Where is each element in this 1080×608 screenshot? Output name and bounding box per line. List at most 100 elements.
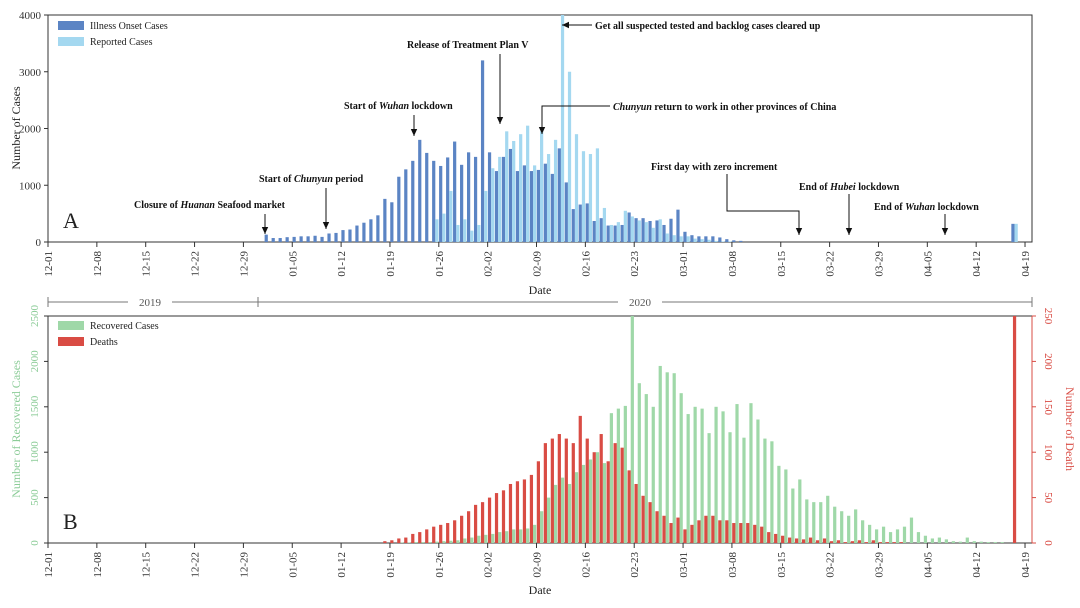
y-tick-label-a: 0 [36, 237, 42, 249]
onset-bar [467, 152, 471, 242]
death-bar [550, 438, 554, 543]
recovered-bar [435, 541, 439, 543]
extra-bar [1012, 316, 1017, 543]
annotation-text-segment: Release of Treatment Plan V [407, 40, 529, 51]
death-bar [878, 542, 882, 543]
annotation-text-segment: Wuhan [905, 202, 935, 213]
recovered-bar [798, 479, 802, 543]
recovered-bar [463, 538, 467, 543]
annotation-arrow-head [496, 117, 504, 124]
death-bar [411, 533, 415, 543]
a-x-tick-label: 04-12 [971, 251, 983, 277]
annotation-text-segment: Wuhan [379, 101, 409, 112]
recovered-bar [672, 373, 676, 543]
death-bar [648, 502, 652, 543]
reported-bar [602, 207, 607, 242]
reported-bar [609, 224, 613, 242]
recovered-bar [602, 463, 607, 543]
onset-bar [732, 240, 736, 242]
a-x-tick-label: 02-02 [483, 251, 495, 277]
onset-bar [704, 236, 708, 242]
a-x-tick-label: 12-15 [141, 251, 153, 277]
annotation-text-segment: Start of [259, 174, 294, 185]
onset-bar [739, 240, 743, 242]
death-bar [522, 479, 527, 543]
death-bar [501, 490, 506, 543]
a-x-tick-label: 02-09 [532, 251, 544, 277]
recovered-bar [833, 506, 837, 543]
reported-bar [519, 134, 523, 242]
recovered-bar [498, 532, 502, 543]
recovered-bar [756, 419, 760, 543]
onset-bar [355, 225, 359, 242]
annotation-text-segment: Seafood market [215, 200, 286, 211]
death-bar [788, 537, 792, 543]
onset-bar [439, 165, 443, 242]
death-bar [480, 502, 485, 543]
onset-bar [369, 219, 373, 242]
recovered-bar [616, 408, 620, 543]
reported-bar [477, 224, 481, 242]
b-x-tick-label: 03-01 [678, 552, 690, 578]
recovered-bar [526, 528, 530, 543]
recovered-bar [414, 542, 418, 543]
death-bar [543, 443, 547, 543]
legend-illness-onset-label: Illness Onset Cases [90, 21, 168, 32]
recovered-bar [567, 483, 572, 543]
onset-bar [362, 222, 366, 242]
recovered-bar [923, 535, 928, 543]
legend-deaths-swatch [58, 337, 84, 346]
reported-bar [435, 219, 439, 242]
a-x-tick-label: 03-08 [727, 251, 739, 277]
annotation-ann6: Chunyun return to work in other province… [613, 102, 836, 113]
reported-bar [700, 239, 704, 242]
recovered-bar [644, 394, 648, 543]
reported-bar [456, 224, 460, 242]
onset-bar [383, 198, 387, 242]
death-bar [557, 434, 561, 543]
recovered-bar [777, 465, 781, 543]
death-bar [732, 523, 736, 543]
recovered-bar [895, 529, 900, 543]
onset-bar [473, 156, 478, 242]
b-x-tick-label: 01-05 [287, 552, 299, 578]
y-tick-label-b-left: 1500 [29, 395, 41, 418]
b-x-tick-label: 03-15 [776, 552, 788, 578]
death-bar [704, 515, 708, 543]
y-tick-label-b-right: 150 [1042, 399, 1054, 416]
y-tick-label-a: 1000 [19, 180, 42, 192]
legend-reported-swatch [58, 37, 84, 46]
onset-bar [285, 237, 289, 242]
reported-bar [686, 236, 690, 242]
onset-bar [425, 152, 429, 242]
onset-bar [529, 171, 534, 242]
recovered-bar [826, 495, 830, 543]
onset-bar [578, 204, 582, 242]
annotation-text-segment: End of [874, 202, 905, 213]
death-bar [795, 538, 799, 543]
recovered-bar [854, 509, 858, 543]
death-bar [508, 483, 513, 543]
onset-bar [627, 212, 631, 242]
reported-bar [728, 241, 732, 242]
reported-bar [546, 154, 551, 242]
reported-bar [672, 235, 676, 242]
b-x-tick-label: 04-19 [1020, 552, 1032, 578]
death-bar [760, 526, 764, 543]
onset-bar [508, 148, 513, 242]
death-bar [718, 520, 722, 543]
onset-bar [655, 220, 659, 242]
onset-bar [690, 235, 694, 242]
b-x-tick-label: 12-01 [43, 552, 55, 578]
legend-reported-label: Reported Cases [90, 37, 153, 48]
onset-bar [376, 215, 380, 242]
death-bar [641, 495, 645, 543]
onset-bar [599, 218, 603, 242]
death-bar [739, 523, 743, 543]
y-tick-label-b-right: 100 [1042, 444, 1054, 461]
reported-bar [449, 190, 453, 242]
death-bar [578, 415, 582, 543]
recovered-bar [540, 511, 544, 543]
year-2019-label: 2019 [139, 297, 162, 309]
annotation-arrow-head [795, 228, 803, 235]
